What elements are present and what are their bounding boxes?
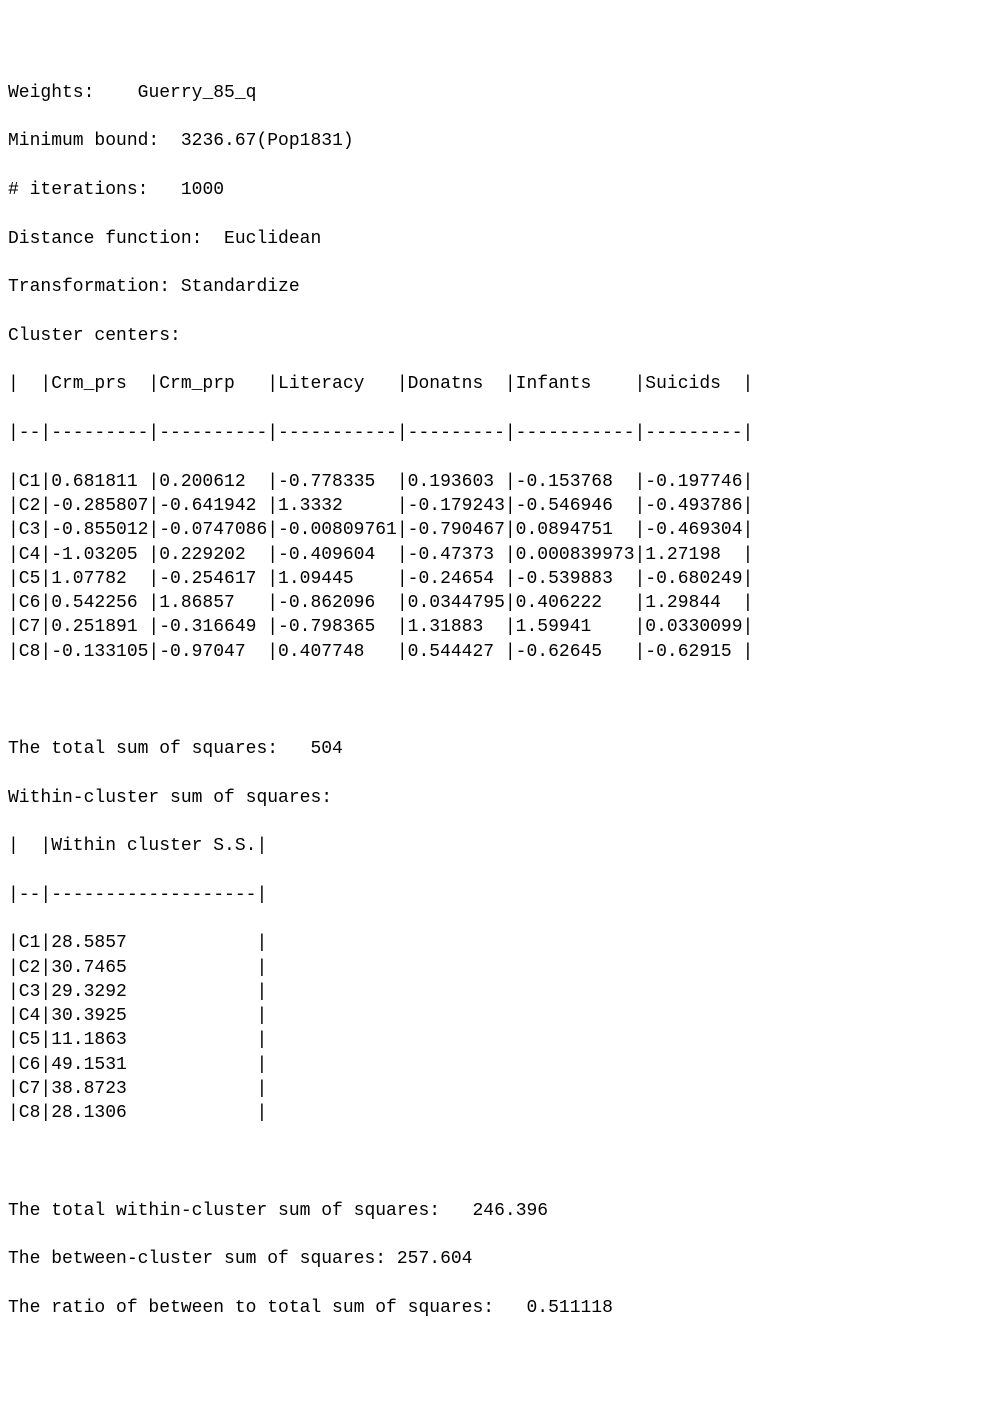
- within-table-row: |C4|30.3925 |: [8, 1004, 974, 1028]
- weights-label: Weights:: [8, 83, 94, 103]
- weights-line: Weights: Guerry_85_q: [8, 81, 974, 105]
- blank-line-1: [8, 688, 974, 712]
- centers-table-separator: |--|---------|----------|-----------|---…: [8, 421, 974, 445]
- min-bound-line: Minimum bound: 3236.67(Pop1831): [8, 129, 974, 153]
- distance-line: Distance function: Euclidean: [8, 227, 974, 251]
- centers-table-header: | |Crm_prs |Crm_prp |Literacy |Donatns |…: [8, 372, 974, 396]
- within-table-row: |C7|38.8723 |: [8, 1077, 974, 1101]
- blank-line-2: [8, 1150, 974, 1174]
- within-table-row: |C3|29.3292 |: [8, 980, 974, 1004]
- total-within-label: The total within-cluster sum of squares:: [8, 1201, 440, 1221]
- within-table-row: |C1|28.5857 |: [8, 931, 974, 955]
- weights-value: Guerry_85_q: [138, 83, 257, 103]
- total-within-line: The total within-cluster sum of squares:…: [8, 1199, 974, 1223]
- centers-table-row: |C7|0.251891 |-0.316649 |-0.798365 |1.31…: [8, 615, 974, 639]
- centers-table-body: |C1|0.681811 |0.200612 |-0.778335 |0.193…: [8, 470, 974, 664]
- between-label: The between-cluster sum of squares:: [8, 1249, 386, 1269]
- centers-table-row: |C1|0.681811 |0.200612 |-0.778335 |0.193…: [8, 470, 974, 494]
- total-ss-label: The total sum of squares:: [8, 739, 278, 759]
- min-bound-value: 3236.67(Pop1831): [181, 131, 354, 151]
- centers-label-line: Cluster centers:: [8, 324, 974, 348]
- iterations-value: 1000: [181, 180, 224, 200]
- centers-label: Cluster centers:: [8, 326, 181, 346]
- within-table-body: |C1|28.5857 ||C2|30.7465 ||C3|29.3292 ||…: [8, 931, 974, 1125]
- transform-value: Standardize: [181, 277, 300, 297]
- within-table-header: | |Within cluster S.S.|: [8, 834, 974, 858]
- ratio-value: 0.511118: [527, 1298, 613, 1318]
- centers-table-row: |C3|-0.855012|-0.0747086|-0.00809761|-0.…: [8, 518, 974, 542]
- iterations-label: # iterations:: [8, 180, 148, 200]
- total-ss-value: 504: [310, 739, 342, 759]
- between-value: 257.604: [397, 1249, 473, 1269]
- centers-table-row: |C5|1.07782 |-0.254617 |1.09445 |-0.2465…: [8, 567, 974, 591]
- centers-table-row: |C8|-0.133105|-0.97047 |0.407748 |0.5444…: [8, 640, 974, 664]
- centers-table-row: |C6|0.542256 |1.86857 |-0.862096 |0.0344…: [8, 591, 974, 615]
- transform-line: Transformation: Standardize: [8, 275, 974, 299]
- iterations-line: # iterations: 1000: [8, 178, 974, 202]
- total-ss-line: The total sum of squares: 504: [8, 737, 974, 761]
- centers-table-row: |C4|-1.03205 |0.229202 |-0.409604 |-0.47…: [8, 543, 974, 567]
- within-table-row: |C8|28.1306 |: [8, 1101, 974, 1125]
- total-within-value: 246.396: [472, 1201, 548, 1221]
- min-bound-label: Minimum bound:: [8, 131, 159, 151]
- within-table-row: |C6|49.1531 |: [8, 1053, 974, 1077]
- ratio-line: The ratio of between to total sum of squ…: [8, 1296, 974, 1320]
- within-ss-label: Within-cluster sum of squares:: [8, 788, 332, 808]
- transform-label: Transformation:: [8, 277, 170, 297]
- within-table-separator: |--|-------------------|: [8, 883, 974, 907]
- ratio-label: The ratio of between to total sum of squ…: [8, 1298, 494, 1318]
- between-line: The between-cluster sum of squares: 257.…: [8, 1247, 974, 1271]
- distance-value: Euclidean: [224, 229, 321, 249]
- centers-table-row: |C2|-0.285807|-0.641942 |1.3332 |-0.1792…: [8, 494, 974, 518]
- within-table-row: |C2|30.7465 |: [8, 956, 974, 980]
- within-table-row: |C5|11.1863 |: [8, 1028, 974, 1052]
- within-ss-label-line: Within-cluster sum of squares:: [8, 786, 974, 810]
- distance-label: Distance function:: [8, 229, 202, 249]
